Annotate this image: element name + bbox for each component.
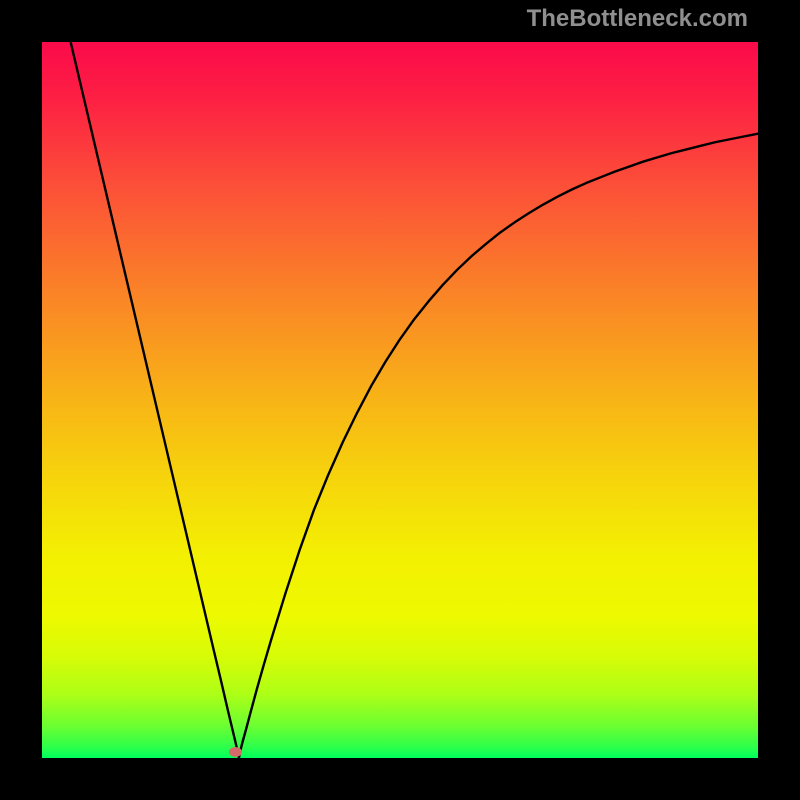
chart-container: TheBottleneck.com	[0, 0, 800, 800]
watermark-text: TheBottleneck.com	[527, 5, 748, 33]
plot-background-gradient	[42, 42, 758, 758]
